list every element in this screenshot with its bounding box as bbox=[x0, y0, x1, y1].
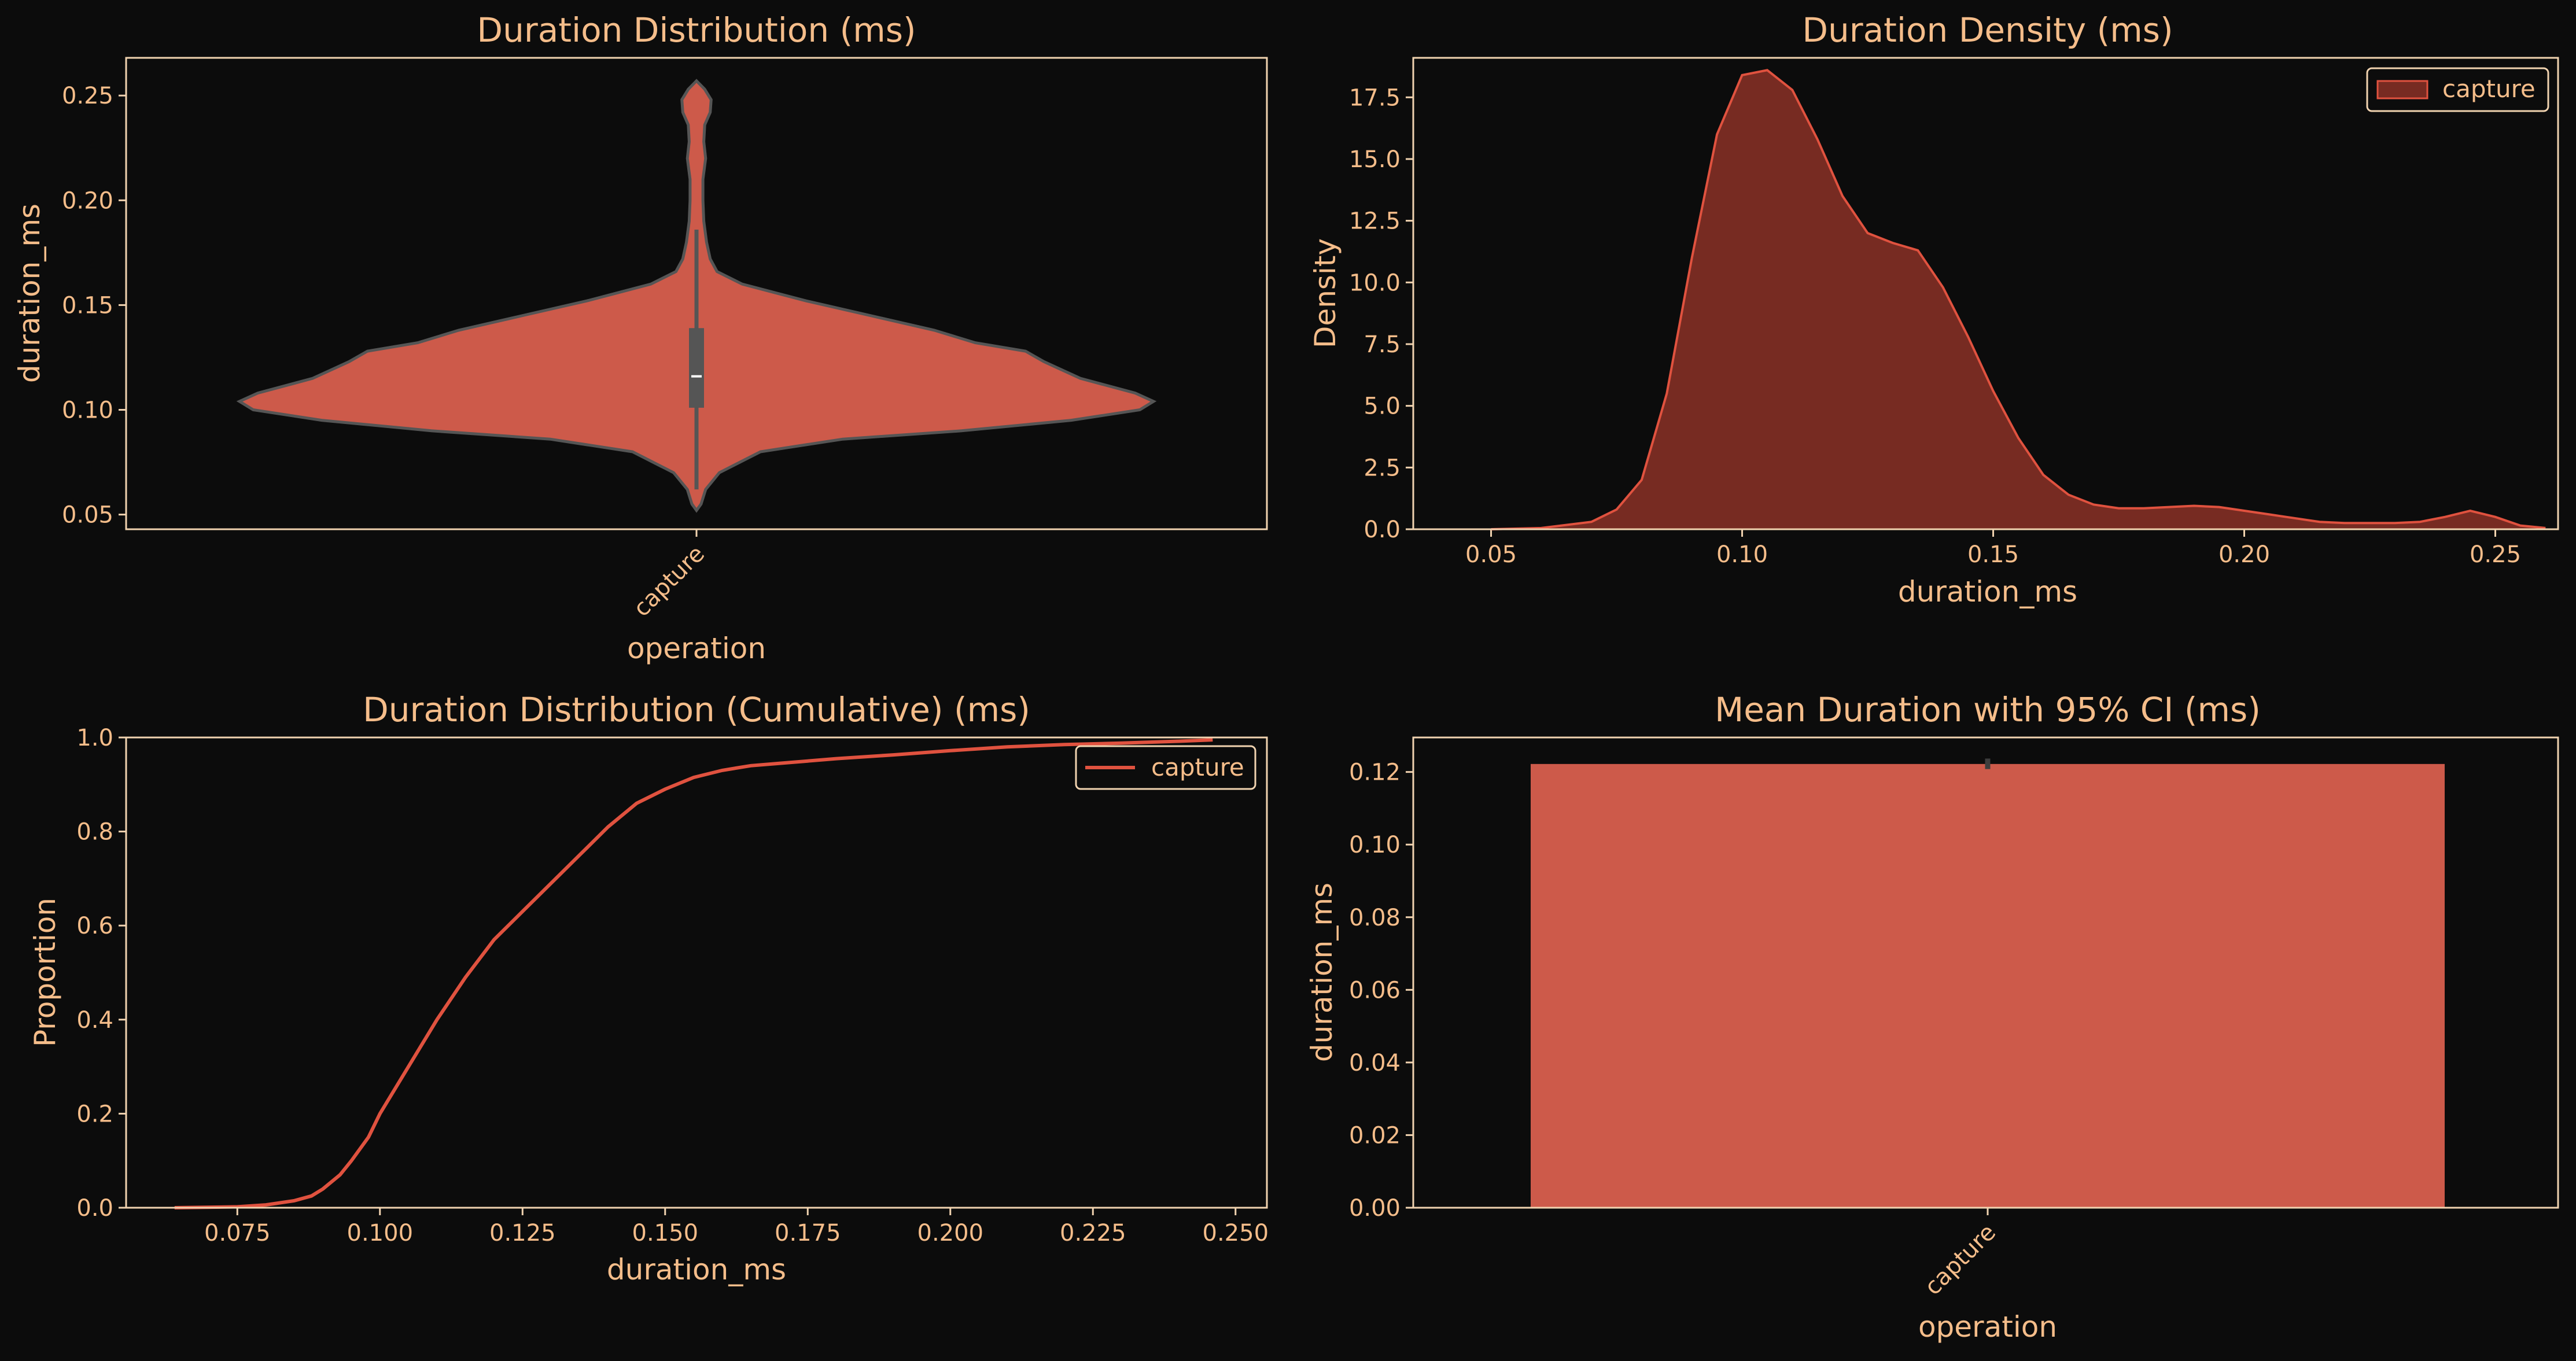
bar-panel: Mean Duration with 95% CI (ms) 0.000.020… bbox=[1305, 690, 2559, 1344]
violin-box bbox=[689, 230, 704, 490]
density-y-axis: 0.0 2.5 5.0 7.5 10.0 12.5 15.0 17.5 bbox=[1349, 84, 1413, 543]
bar-y-tick-label: 0.06 bbox=[1349, 977, 1401, 1004]
ecdf-y-tick-label: 0.6 bbox=[76, 913, 113, 939]
density-y-tick-label: 10.0 bbox=[1349, 270, 1401, 296]
bar-x-label: operation bbox=[1918, 1310, 2057, 1344]
density-legend-label: capture bbox=[2442, 75, 2536, 103]
violin-y-tick-label: 0.20 bbox=[62, 187, 113, 214]
density-y-label: Density bbox=[1309, 238, 1342, 348]
violin-y-tick-label: 0.15 bbox=[62, 292, 113, 319]
violin-x-label: operation bbox=[627, 632, 766, 665]
ecdf-x-tick-label: 0.125 bbox=[489, 1220, 556, 1246]
density-y-tick-label: 17.5 bbox=[1349, 84, 1401, 111]
ecdf-y-tick-label: 0.2 bbox=[76, 1101, 113, 1127]
ecdf-line bbox=[174, 738, 1213, 1209]
density-x-label: duration_ms bbox=[1898, 575, 2077, 608]
ecdf-x-tick-label: 0.150 bbox=[632, 1220, 699, 1246]
density-panel: Duration Density (ms) 0.0 2.5 5.0 7.5 10.0 12… bbox=[1309, 10, 2559, 608]
bar-y-tick-label: 0.02 bbox=[1349, 1122, 1401, 1149]
ecdf-legend-box bbox=[1075, 745, 1256, 790]
ecdf-y-tick-label: 0.0 bbox=[76, 1195, 113, 1222]
density-area bbox=[1491, 70, 2546, 530]
density-line bbox=[1491, 69, 2546, 530]
density-x-tick-label: 0.05 bbox=[1465, 541, 1517, 568]
density-title: Duration Density (ms) bbox=[1802, 10, 2173, 50]
bar-capture bbox=[1531, 764, 2445, 1208]
ecdf-x-tick-label: 0.200 bbox=[917, 1220, 984, 1246]
violin-y-tick-label: 0.10 bbox=[62, 397, 113, 424]
bar-frame bbox=[1412, 736, 2559, 1209]
bar-y-tick-label: 0.08 bbox=[1349, 905, 1401, 931]
ecdf-x-tick-label: 0.250 bbox=[1203, 1220, 1269, 1246]
density-y-tick-label: 12.5 bbox=[1349, 208, 1401, 235]
ecdf-frame bbox=[125, 736, 1268, 1209]
violin-iqr-box bbox=[689, 328, 704, 408]
density-x-tick-label: 0.10 bbox=[1716, 541, 1768, 568]
density-x-tick-label: 0.20 bbox=[2218, 541, 2270, 568]
ecdf-x-label: duration_ms bbox=[607, 1253, 786, 1286]
density-legend-swatch bbox=[2376, 80, 2428, 99]
bar-y-tick-label: 0.00 bbox=[1349, 1195, 1401, 1222]
bar-y-tick-label: 0.12 bbox=[1349, 759, 1401, 786]
ecdf-y-tick-label: 0.8 bbox=[76, 819, 113, 846]
ecdf-x-tick-label: 0.100 bbox=[347, 1220, 414, 1246]
violin-y-axis: 0.05 0.10 0.15 0.20 0.25 bbox=[62, 83, 126, 529]
ecdf-y-tick-label: 1.0 bbox=[76, 725, 113, 751]
density-x-axis: 0.05 0.10 0.15 0.20 0.25 bbox=[1465, 529, 2521, 568]
density-x-tick-label: 0.25 bbox=[2470, 541, 2521, 568]
violin-y-label: duration_ms bbox=[13, 204, 46, 383]
violin-title: Duration Distribution (ms) bbox=[477, 10, 916, 50]
bar-y-axis: 0.00 0.02 0.04 0.06 0.08 0.10 0.12 bbox=[1349, 759, 1413, 1222]
bar-y-label: duration_ms bbox=[1305, 883, 1339, 1062]
violin-y-tick-label: 0.25 bbox=[62, 83, 113, 109]
density-y-tick-label: 0.0 bbox=[1363, 517, 1401, 543]
ecdf-title: Duration Distribution (Cumulative) (ms) bbox=[363, 690, 1030, 729]
violin-y-tick-label: 0.05 bbox=[62, 502, 113, 529]
bar-title: Mean Duration with 95% CI (ms) bbox=[1715, 690, 2261, 729]
density-frame bbox=[1412, 57, 2559, 530]
ecdf-legend: capture bbox=[1075, 745, 1256, 790]
density-legend: capture bbox=[2366, 67, 2549, 112]
ecdf-y-label: Proportion bbox=[28, 898, 62, 1047]
ecdf-y-axis: 0.0 0.2 0.4 0.6 0.8 1.0 bbox=[76, 725, 126, 1222]
density-y-tick-label: 5.0 bbox=[1363, 393, 1401, 420]
density-y-tick-label: 15.0 bbox=[1349, 146, 1401, 173]
ecdf-legend-label: capture bbox=[1151, 753, 1244, 781]
density-legend-box bbox=[2366, 67, 2549, 112]
ecdf-x-tick-label: 0.075 bbox=[204, 1220, 271, 1246]
bar-y-tick-label: 0.10 bbox=[1349, 832, 1401, 858]
ecdf-x-tick-label: 0.175 bbox=[775, 1220, 841, 1246]
ecdf-y-tick-label: 0.4 bbox=[76, 1007, 113, 1034]
density-y-tick-label: 7.5 bbox=[1363, 331, 1401, 358]
ecdf-x-tick-label: 0.225 bbox=[1060, 1220, 1126, 1246]
density-x-tick-label: 0.15 bbox=[1967, 541, 2019, 568]
ecdf-panel: Duration Distribution (Cumulative) (ms) … bbox=[28, 690, 1269, 1286]
bar-y-tick-label: 0.04 bbox=[1349, 1050, 1401, 1076]
density-y-tick-label: 2.5 bbox=[1363, 455, 1401, 481]
ecdf-x-axis: 0.075 0.100 0.125 0.150 0.175 0.200 0.225 0.250 bbox=[204, 1208, 1269, 1246]
